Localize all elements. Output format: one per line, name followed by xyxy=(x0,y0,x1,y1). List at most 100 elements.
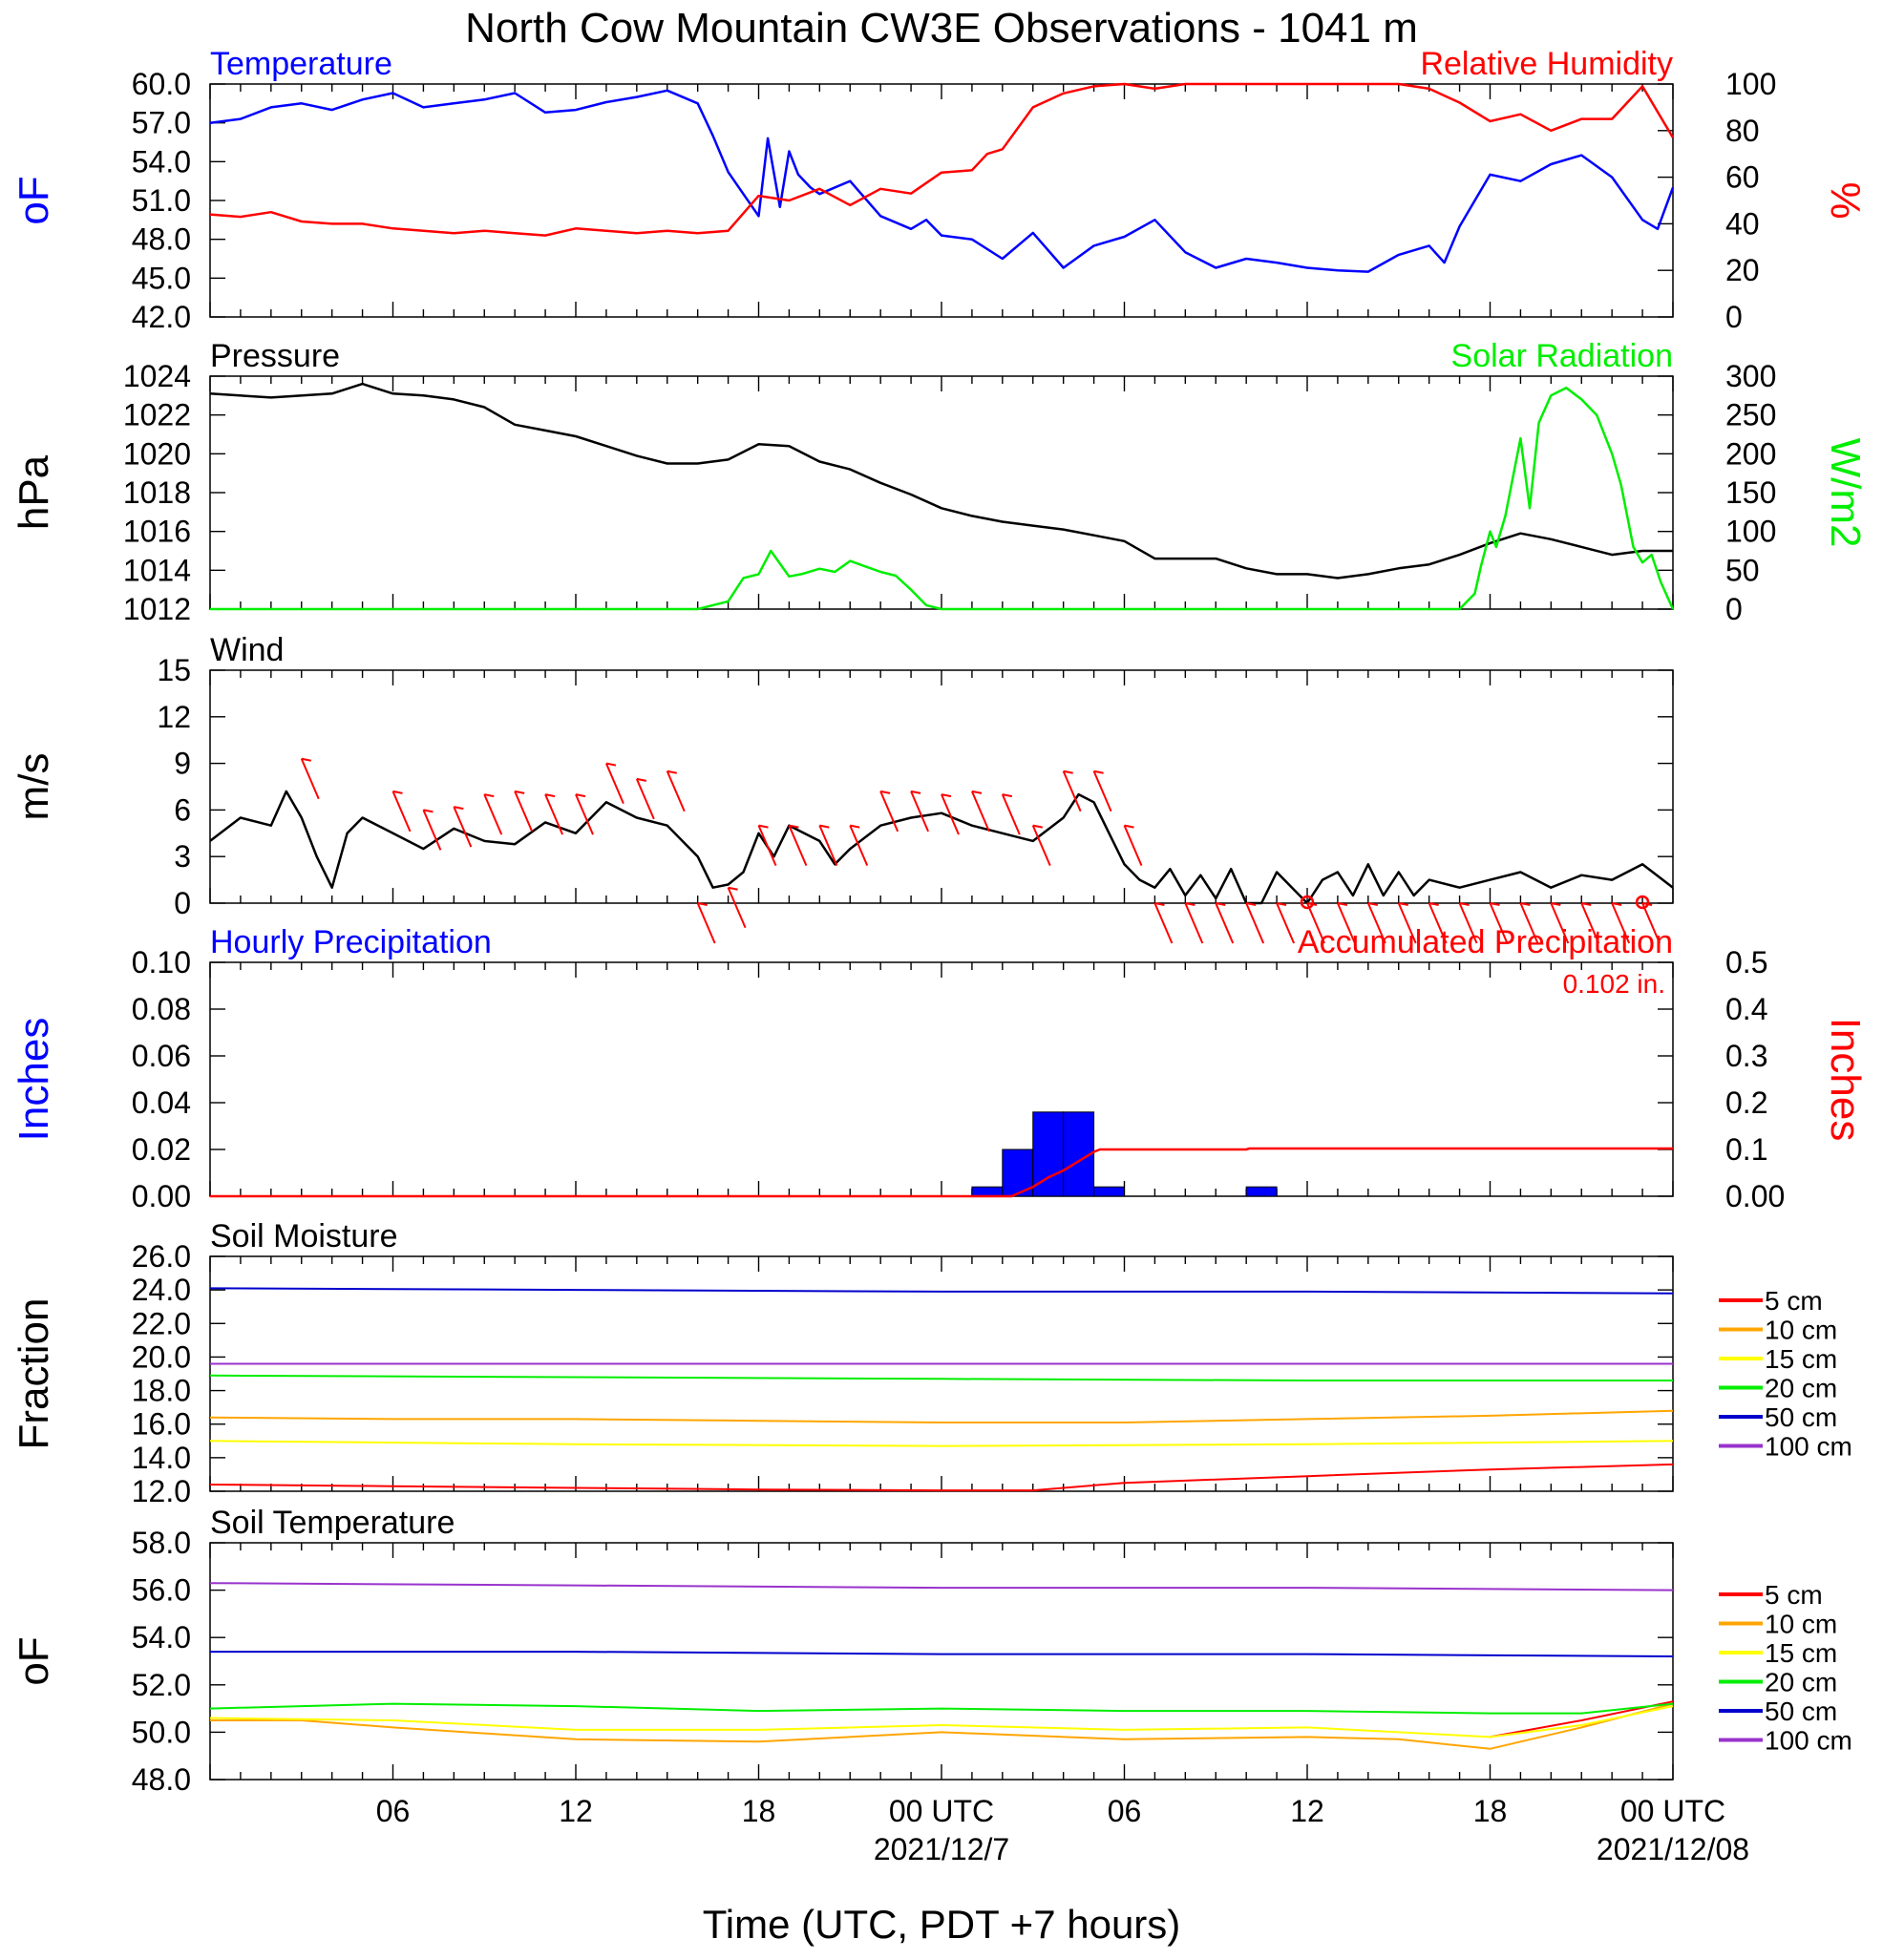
wind-barb-flag xyxy=(1459,902,1470,906)
wind-barb xyxy=(1245,902,1265,944)
y-axis-label-left: hPa xyxy=(11,454,57,530)
wind-barb-flag xyxy=(971,790,983,794)
y-tick-label-right: 50 xyxy=(1725,553,1760,587)
wind-barb xyxy=(575,793,594,835)
panel-soil_temperature: 58.0 56.0 54.0 52.0 50.0 48.0 Soil Temperature… xyxy=(11,1505,1852,1797)
y-tick-label-right: 0.3 xyxy=(1725,1039,1767,1073)
series-pressure xyxy=(209,382,1673,580)
wind-barb xyxy=(1336,902,1356,944)
wind-barb-flag xyxy=(454,806,464,811)
y-tick-label-right: 100 xyxy=(1725,67,1776,101)
y-tick-label-left: 6 xyxy=(174,792,191,827)
y-tick-label-left: 1020 xyxy=(123,436,191,471)
y-tick-label-left: 1014 xyxy=(123,553,191,587)
y-tick-label-left: 52.0 xyxy=(132,1668,191,1702)
wind-barb xyxy=(666,770,686,812)
y-tick-label-left: 60.0 xyxy=(132,67,191,101)
panel-title-left: Soil Temperature xyxy=(210,1505,455,1541)
x-tick-label: 12 xyxy=(1290,1794,1324,1828)
series-temperature xyxy=(209,89,1675,273)
x-tick-label: 00 UTC xyxy=(889,1794,994,1828)
legend-item: 20 cm xyxy=(1765,1668,1837,1697)
wind-barb xyxy=(727,887,747,929)
wind-barb xyxy=(849,825,869,867)
wind-barb xyxy=(391,790,412,832)
wind-barb-flag xyxy=(1032,824,1043,829)
wind-barb-flag xyxy=(544,793,556,798)
legend-item: 15 cm xyxy=(1765,1638,1837,1668)
wind-barb xyxy=(970,790,990,832)
y-tick-label-right: 40 xyxy=(1725,206,1760,241)
wind-barb xyxy=(818,825,838,867)
wind-barb-flag xyxy=(1276,902,1287,906)
series-100-cm xyxy=(209,1582,1674,1591)
y-tick-label-right: 0.00 xyxy=(1725,1179,1785,1213)
wind-barb-flag xyxy=(636,777,647,782)
y-tick-label-left: 54.0 xyxy=(132,144,191,179)
wind-barb xyxy=(879,790,899,832)
wind-barb-flag xyxy=(1245,902,1257,906)
wind-barb-flag xyxy=(484,793,495,798)
y-tick-label-left: 1012 xyxy=(123,592,191,626)
series-15-cm xyxy=(209,1440,1674,1447)
series-5-cm xyxy=(209,1463,1674,1492)
calm-wind-marker xyxy=(1635,895,1650,910)
y-tick-label-right: 0.2 xyxy=(1725,1085,1767,1120)
y-tick-label-left: 1016 xyxy=(123,515,191,549)
wind-barb-flag xyxy=(879,790,891,794)
y-tick-label-left: 12 xyxy=(157,700,191,734)
series-15-cm xyxy=(209,1705,1674,1739)
y-tick-label-left: 58.0 xyxy=(132,1526,191,1560)
wind-barb xyxy=(514,790,534,832)
y-tick-label-left: 1018 xyxy=(123,475,191,510)
y-tick-label-left: 1024 xyxy=(123,359,191,393)
legend-item: 5 cm xyxy=(1765,1580,1823,1610)
panel-title-right: Relative Humidity xyxy=(1420,46,1673,82)
y-axis-label-left: oF xyxy=(11,1636,57,1685)
y-tick-label-left: 0.08 xyxy=(132,992,191,1026)
y-axis-label-left: Fraction xyxy=(11,1298,57,1450)
y-tick-label-left: 26.0 xyxy=(132,1239,191,1274)
wind-barb xyxy=(635,778,655,820)
wind-barb-flag xyxy=(1581,902,1592,906)
panel-title-left: Pressure xyxy=(210,338,340,374)
precip-bar xyxy=(1093,1186,1126,1197)
wind-barb xyxy=(1215,902,1235,944)
series-20-cm xyxy=(209,1702,1674,1715)
wind-barb-flag xyxy=(1398,902,1408,906)
x-tick-label: 06 xyxy=(1108,1794,1142,1828)
panel-pressure_solar: 1024 1022 1020 1018 1016 1014 1012 300 250 200 150… xyxy=(11,338,1869,626)
wind-barb-flag xyxy=(392,790,403,794)
wind-barb xyxy=(788,825,808,867)
y-tick-label-left: 42.0 xyxy=(132,300,191,334)
y-tick-label-left: 20.0 xyxy=(132,1339,191,1374)
wind-barb-flag xyxy=(1490,902,1500,906)
y-tick-label-right: 250 xyxy=(1725,398,1776,432)
panel-precip: 0.100.080.060.040.020.000.50.40.30.20.10… xyxy=(11,924,1869,1213)
panel-soil_moisture: 26.024.022.020.018.016.014.012.0 Soil Moi… xyxy=(11,1218,1852,1508)
legend-item: 100 cm xyxy=(1765,1432,1852,1462)
y-tick-label-left: 0.02 xyxy=(132,1132,191,1167)
y-tick-label-left: 48.0 xyxy=(132,222,191,257)
y-tick-label-left: 12.0 xyxy=(132,1474,191,1508)
panel-title-left: Soil Moisture xyxy=(210,1218,398,1254)
x-tick-label: 18 xyxy=(742,1794,776,1828)
wind-barb xyxy=(1031,825,1051,867)
legend-item: 50 cm xyxy=(1765,1697,1837,1726)
wind-barb-flag xyxy=(1216,902,1226,906)
wind-barb xyxy=(422,810,442,851)
legend-item: 15 cm xyxy=(1765,1344,1837,1374)
panel-wind: 15 12 9 6 3 0 Wind m/s xyxy=(11,632,1674,944)
legend-item: 5 cm xyxy=(1765,1286,1823,1316)
wind-barb xyxy=(1550,902,1570,944)
x-tick-label: 18 xyxy=(1473,1794,1508,1828)
y-tick-label-left: 9 xyxy=(174,747,191,781)
wind-barb-flag xyxy=(819,824,830,829)
wind-barb-flag xyxy=(1428,902,1439,906)
y-axis-label-right: Inches xyxy=(1822,1018,1869,1142)
wind-barb-flag xyxy=(423,809,434,813)
y-axis-label-right: W/m2 xyxy=(1822,438,1869,548)
wind-barb xyxy=(1062,770,1082,812)
y-tick-label-right: 100 xyxy=(1725,515,1776,549)
wind-barb xyxy=(1397,902,1417,944)
